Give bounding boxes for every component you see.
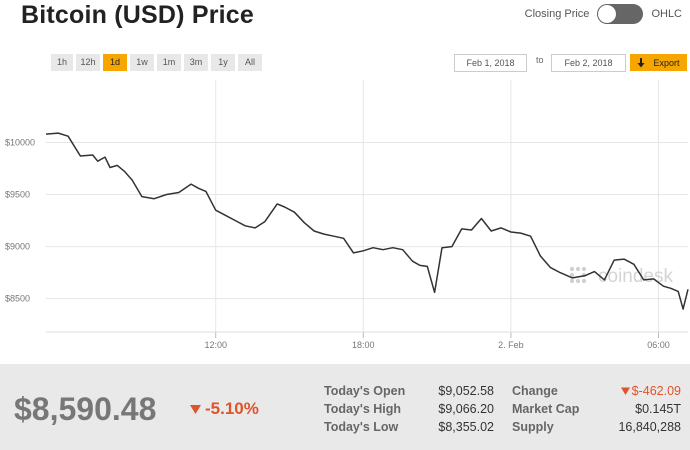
today-high-value: $9,066.20 bbox=[438, 402, 494, 416]
today-open-label: Today's Open bbox=[324, 384, 406, 398]
page-title: Bitcoin (USD) Price bbox=[21, 1, 254, 29]
price-mode-toggle[interactable] bbox=[597, 4, 644, 24]
date-to-input[interactable]: Feb 2, 2018 bbox=[551, 54, 626, 72]
supply-value: 16,840,288 bbox=[618, 420, 681, 434]
x-tick-label: 06:00 bbox=[647, 340, 670, 350]
supply-label: Supply bbox=[512, 420, 554, 434]
today-high-label: Today's High bbox=[324, 402, 402, 416]
x-axis-labels: 12:00 18:00 2. Feb 06:00 bbox=[204, 340, 669, 350]
y-tick-label: $8500 bbox=[5, 294, 30, 304]
watermark-dot bbox=[575, 266, 581, 272]
range-button-12h[interactable]: 12h bbox=[76, 54, 100, 71]
market-cap-value: $0.145T bbox=[635, 402, 681, 416]
ohlc-label: OHLC bbox=[651, 8, 682, 20]
range-button-3m[interactable]: 3m bbox=[184, 54, 208, 71]
range-button-1w[interactable]: 1w bbox=[130, 54, 154, 71]
y-axis-labels: $10000 $9500 $9000 $8500 bbox=[5, 137, 35, 303]
price-chart[interactable]: $10000 $9500 $9000 $8500 12:00 18:00 2. Feb 06… bbox=[0, 78, 690, 362]
closing-price-label: Closing Price bbox=[524, 8, 590, 20]
change-percent-value: -5.10% bbox=[205, 399, 259, 418]
today-low-value: $8,355.02 bbox=[438, 420, 494, 434]
export-label: Export bbox=[653, 57, 680, 68]
price-line bbox=[45, 132, 689, 310]
download-icon bbox=[637, 57, 645, 67]
summary-bar: $8,590.48 -5.10% Today's Open Today's Hi… bbox=[0, 364, 690, 450]
export-button[interactable]: Export bbox=[630, 54, 687, 71]
range-button-1h[interactable]: 1h bbox=[51, 54, 73, 71]
watermark-dot bbox=[569, 278, 575, 284]
down-arrow-icon bbox=[190, 405, 201, 414]
watermark-dot bbox=[569, 272, 575, 278]
watermark-text: coindesk bbox=[598, 266, 673, 287]
range-button-all[interactable]: All bbox=[238, 54, 262, 71]
current-price: $8,590.48 bbox=[14, 391, 157, 427]
x-tick-label: 12:00 bbox=[204, 340, 227, 350]
toggle-knob[interactable] bbox=[598, 5, 617, 23]
change-label: Change bbox=[512, 384, 558, 398]
x-tick-label: 2. Feb bbox=[498, 340, 524, 350]
watermark-dot bbox=[569, 266, 575, 272]
range-button-1d[interactable]: 1d bbox=[103, 54, 127, 71]
y-tick-label: $9500 bbox=[5, 190, 30, 200]
price-change-percent: -5.10% bbox=[190, 399, 259, 419]
range-selector: 1h 12h 1d 1w 1m 3m 1y All bbox=[51, 54, 265, 71]
range-button-1y[interactable]: 1y bbox=[211, 54, 235, 71]
y-tick-label: $10000 bbox=[5, 137, 35, 147]
market-cap-label: Market Cap bbox=[512, 402, 580, 416]
today-low-label: Today's Low bbox=[324, 420, 399, 434]
today-open-value: $9,052.58 bbox=[438, 384, 494, 398]
change-value: $-462.09 bbox=[620, 384, 681, 398]
watermark-dot bbox=[581, 266, 587, 272]
watermark-dot bbox=[581, 278, 587, 284]
x-tick-label: 18:00 bbox=[352, 340, 375, 350]
coindesk-watermark: coindesk bbox=[569, 266, 673, 287]
date-from-input[interactable]: Feb 1, 2018 bbox=[454, 54, 527, 72]
date-separator: to bbox=[536, 55, 544, 65]
chart-grid bbox=[46, 80, 688, 338]
range-button-1m[interactable]: 1m bbox=[157, 54, 181, 71]
change-amount: $-462.09 bbox=[631, 384, 681, 398]
price-mode-toggle-group: Closing Price OHLC bbox=[525, 3, 682, 25]
watermark-dot bbox=[575, 278, 581, 284]
down-arrow-icon bbox=[620, 387, 630, 395]
y-tick-label: $9000 bbox=[5, 242, 30, 252]
